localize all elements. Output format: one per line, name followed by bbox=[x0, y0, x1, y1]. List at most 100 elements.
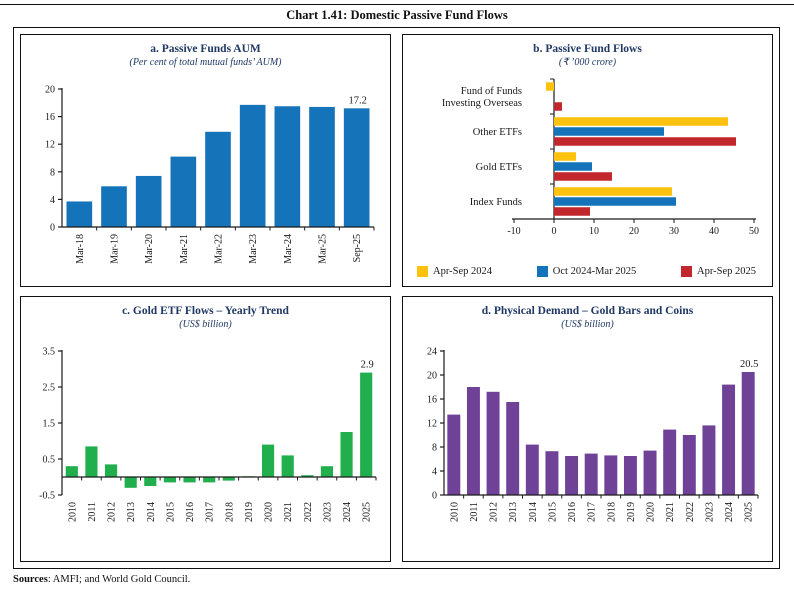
bar-d-2011 bbox=[466, 387, 480, 496]
svg-text:20: 20 bbox=[45, 85, 55, 96]
bar-a-Mar-20 bbox=[135, 176, 161, 228]
svg-text:2014: 2014 bbox=[145, 502, 156, 522]
chart-a-canvas: 0 4 8 12 16 20 Mar-18 Mar-19 Mar-20 Mar-21 Mar-22 M… bbox=[21, 73, 390, 286]
svg-text:16: 16 bbox=[427, 395, 437, 406]
bar-a-Mar-21 bbox=[170, 156, 196, 228]
svg-text:2024: 2024 bbox=[342, 502, 353, 522]
svg-text:2021: 2021 bbox=[283, 502, 294, 522]
chart-c-canvas: -0.5 0.5 1.5 2.5 3.5 2010 2011 2012 2013 2014 2015… bbox=[21, 335, 390, 561]
svg-text:2019: 2019 bbox=[243, 502, 254, 522]
svg-text:2018: 2018 bbox=[224, 502, 235, 522]
chart-outer-box: a. Passive Funds AUM (Per cent of total … bbox=[13, 27, 780, 569]
bar-d-2016 bbox=[564, 456, 578, 496]
bar-d-2014 bbox=[525, 444, 539, 496]
chart-c-svg: -0.5 0.5 1.5 2.5 3.5 2010 2011 2012 2013 2014 2015… bbox=[39, 347, 376, 522]
bar-b-0-2 bbox=[553, 152, 576, 162]
bar-c-2016 bbox=[182, 477, 196, 483]
bar-d-2010 bbox=[446, 414, 460, 496]
svg-text:2025: 2025 bbox=[361, 502, 372, 522]
svg-text:Index Funds: Index Funds bbox=[469, 198, 521, 209]
svg-text:2010: 2010 bbox=[449, 502, 460, 522]
svg-text:20: 20 bbox=[629, 226, 639, 237]
bar-b-2-1 bbox=[553, 137, 736, 147]
svg-text:20: 20 bbox=[427, 371, 437, 382]
svg-text:2010: 2010 bbox=[67, 502, 78, 522]
svg-text:2012: 2012 bbox=[488, 502, 499, 522]
bar-a-Mar-24 bbox=[274, 106, 300, 228]
bar-d-2020 bbox=[643, 450, 657, 496]
svg-text:2016: 2016 bbox=[185, 502, 196, 522]
svg-text:2020: 2020 bbox=[645, 502, 656, 522]
bar-b-1-3 bbox=[553, 197, 676, 207]
svg-text:Mar-23: Mar-23 bbox=[248, 234, 259, 264]
figure-title: Chart 1.41: Domestic Passive Fund Flows bbox=[286, 8, 508, 22]
bar-d-2025 bbox=[741, 372, 755, 496]
svg-text:2022: 2022 bbox=[302, 502, 313, 522]
panel-d: d. Physical Demand – Gold Bars and Coins… bbox=[402, 296, 773, 562]
bar-b-2-0 bbox=[553, 102, 562, 112]
bar-a-Mar-22 bbox=[204, 132, 231, 228]
svg-text:2013: 2013 bbox=[508, 502, 519, 522]
legend-label: Apr-Sep 2025 bbox=[697, 266, 756, 277]
svg-text:12: 12 bbox=[427, 419, 437, 430]
svg-text:3.5: 3.5 bbox=[42, 347, 55, 358]
bar-d-2012 bbox=[486, 392, 500, 496]
svg-text:1.5: 1.5 bbox=[42, 419, 55, 430]
svg-text:50: 50 bbox=[749, 226, 759, 237]
svg-text:Gold ETFs: Gold ETFs bbox=[475, 163, 521, 174]
legend-swatch bbox=[681, 266, 692, 277]
chart-d-canvas: 0 4 8 12 16 20 24 2010 2011 2012 2013 2014 2015 2016 2… bbox=[403, 335, 772, 561]
panel-d-title: d. Physical Demand – Gold Bars and Coins bbox=[481, 305, 694, 317]
bar-c-2015 bbox=[163, 477, 176, 483]
chart-a-svg: 0 4 8 12 16 20 Mar-18 Mar-19 Mar-20 Mar-21 Mar-22 M… bbox=[45, 85, 374, 264]
svg-text:2017: 2017 bbox=[204, 502, 215, 522]
svg-text:40: 40 bbox=[709, 226, 719, 237]
bar-a-Mar-23 bbox=[239, 105, 265, 228]
svg-text:2015: 2015 bbox=[547, 502, 558, 522]
bar-d-2024 bbox=[721, 384, 735, 496]
svg-text:2012: 2012 bbox=[106, 502, 117, 522]
panel-a-subtitle: (Per cent of total mutual funds’ AUM) bbox=[129, 57, 282, 69]
legend-label: Oct 2024-Mar 2025 bbox=[552, 266, 637, 277]
legend-item-oct-2024-mar-2025: Oct 2024-Mar 2025 bbox=[536, 266, 637, 277]
bar-d-2015 bbox=[544, 451, 558, 496]
bar-c-2011 bbox=[84, 446, 98, 478]
svg-text:Mar-22: Mar-22 bbox=[213, 234, 224, 264]
svg-text:-10: -10 bbox=[507, 226, 520, 237]
svg-text:16: 16 bbox=[45, 112, 55, 123]
bar-a-Sep-25 bbox=[343, 108, 369, 228]
svg-text:0: 0 bbox=[50, 223, 55, 234]
panel-c-title: c. Gold ETF Flows – Yearly Trend bbox=[122, 305, 289, 317]
bar-c-2025 bbox=[359, 372, 372, 478]
bar-d-2017 bbox=[584, 453, 598, 496]
svg-text:2024: 2024 bbox=[724, 502, 735, 522]
svg-text:30: 30 bbox=[669, 226, 679, 237]
svg-text:2016: 2016 bbox=[567, 502, 578, 522]
svg-text:2011: 2011 bbox=[468, 502, 479, 522]
svg-text:2.9: 2.9 bbox=[360, 360, 373, 371]
svg-text:0: 0 bbox=[551, 226, 556, 237]
svg-text:2014: 2014 bbox=[527, 502, 538, 522]
svg-text:24: 24 bbox=[427, 347, 437, 358]
svg-text:Other ETFs: Other ETFs bbox=[472, 128, 521, 139]
svg-text:Mar-18: Mar-18 bbox=[74, 234, 85, 264]
svg-text:Mar-25: Mar-25 bbox=[317, 234, 328, 264]
legend-item-apr-sep-2024: Apr-Sep 2024 bbox=[417, 266, 492, 277]
bar-c-2022 bbox=[300, 475, 313, 478]
svg-text:2023: 2023 bbox=[704, 502, 715, 522]
bar-d-2018 bbox=[603, 455, 617, 496]
bar-b-0-0 bbox=[545, 82, 554, 92]
svg-text:2017: 2017 bbox=[586, 502, 597, 522]
bar-d-2019 bbox=[623, 456, 637, 496]
svg-text:2022: 2022 bbox=[684, 502, 695, 522]
bar-c-2020 bbox=[261, 444, 274, 478]
top-rule bbox=[0, 4, 794, 5]
bar-b-0-1 bbox=[553, 117, 728, 127]
panel-b-subtitle: (₹ ’000 crore) bbox=[558, 57, 617, 69]
svg-text:Mar-19: Mar-19 bbox=[109, 234, 120, 264]
bar-c-2023 bbox=[320, 466, 333, 478]
chart-b-canvas: -10 0 10 20 30 40 50 Fund of Funds Investing Ove… bbox=[403, 73, 772, 266]
bar-c-2010 bbox=[65, 466, 78, 478]
